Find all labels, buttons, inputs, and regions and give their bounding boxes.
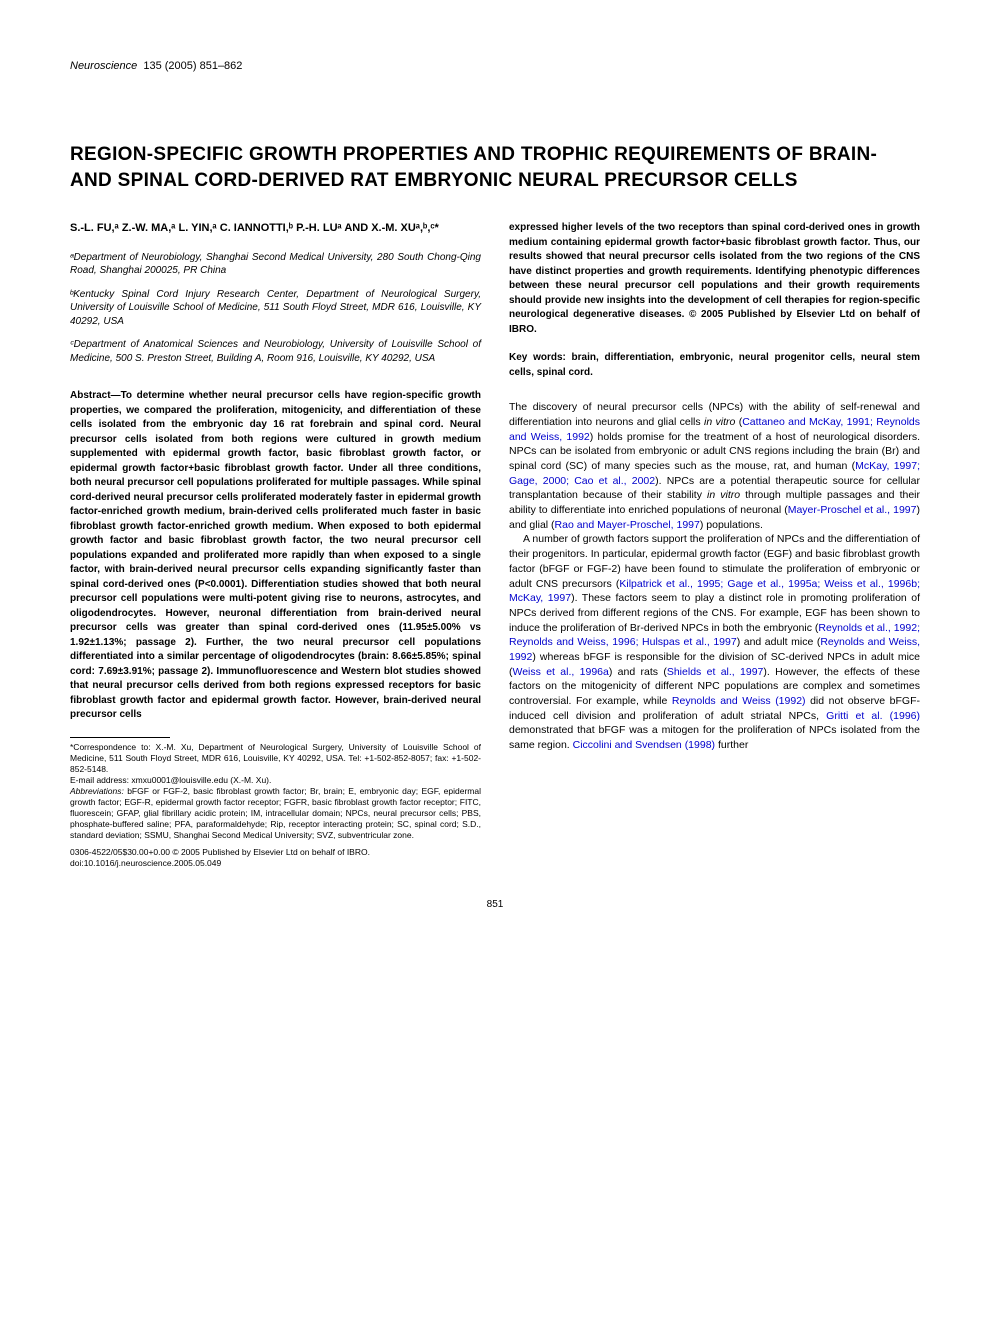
citation-link[interactable]: Reynolds and Weiss (1992) [672, 695, 806, 707]
copyright-line1: 0306-4522/05$30.00+0.00 © 2005 Published… [70, 847, 481, 858]
abbreviations-text: bFGF or FGF-2, basic fibroblast growth f… [70, 786, 481, 840]
article-title: REGION-SPECIFIC GROWTH PROPERTIES AND TR… [70, 142, 920, 193]
citation-link[interactable]: Gritti et al. (1996) [826, 710, 920, 722]
correspondence-footnote: *Correspondence to: X.-M. Xu, Department… [70, 742, 481, 775]
email-footnote: E-mail address: xmxu0001@louisville.edu … [70, 775, 481, 786]
copyright-line2: doi:10.1016/j.neuroscience.2005.05.049 [70, 858, 481, 869]
citation-link[interactable]: Ciccolini and Svendsen (1998) [573, 739, 715, 751]
page-number: 851 [70, 899, 920, 910]
citation-link[interactable]: Weiss et al., 1996a [513, 666, 609, 678]
abstract-part2: expressed higher levels of the two recep… [509, 221, 920, 337]
body-paragraph-1: The discovery of neural precursor cells … [509, 400, 920, 532]
abstract-part1: Abstract—To determine whether neural pre… [70, 389, 481, 723]
abbreviations-footnote: Abbreviations: bFGF or FGF-2, basic fibr… [70, 786, 481, 841]
keywords: Key words: brain, differentiation, embry… [509, 351, 920, 380]
authors-list: S.-L. FU,ᵃ Z.-W. MA,ᵃ L. YIN,ᵃ C. IANNOT… [70, 221, 481, 236]
journal-citation: Neuroscience 135 (2005) 851–862 [70, 60, 920, 72]
citation-link[interactable]: Rao and Mayer-Proschel, 1997 [555, 519, 700, 531]
journal-volume: 135 (2005) 851–862 [143, 60, 242, 72]
affiliation-c: ᶜDepartment of Anatomical Sciences and N… [70, 338, 481, 365]
citation-link[interactable]: Shields et al., 1997 [667, 666, 764, 678]
body-paragraph-2: A number of growth factors support the p… [509, 532, 920, 752]
affiliation-a: ᵃDepartment of Neurobiology, Shanghai Se… [70, 251, 481, 278]
citation-link[interactable]: Mayer-Proschel et al., 1997 [788, 504, 917, 516]
content-columns: S.-L. FU,ᵃ Z.-W. MA,ᵃ L. YIN,ᵃ C. IANNOT… [70, 221, 920, 869]
footnote-divider [70, 737, 170, 738]
journal-name: Neuroscience [70, 60, 137, 72]
affiliation-b: ᵇKentucky Spinal Cord Injury Research Ce… [70, 288, 481, 329]
